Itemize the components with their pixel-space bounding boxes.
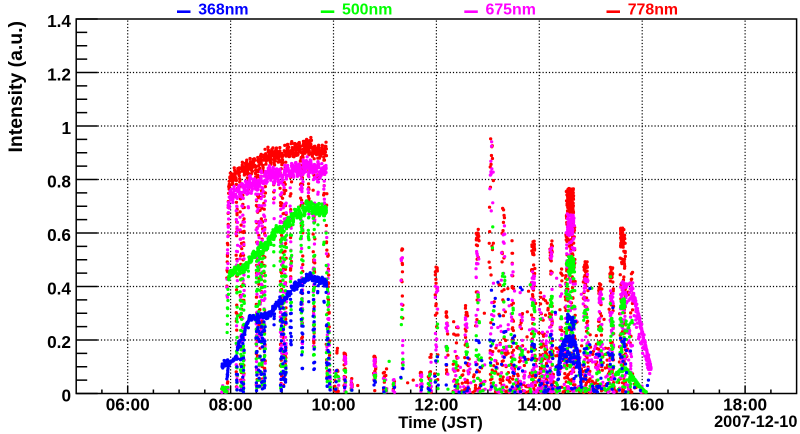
svg-text:0: 0: [61, 386, 71, 406]
svg-text:10:00: 10:00: [312, 395, 356, 415]
svg-text:18:00: 18:00: [723, 395, 767, 415]
svg-text:12:00: 12:00: [414, 395, 458, 415]
svg-text:500nm: 500nm: [342, 2, 392, 19]
svg-text:1.4: 1.4: [47, 11, 71, 31]
svg-text:0.2: 0.2: [47, 332, 71, 352]
svg-text:0.8: 0.8: [47, 172, 71, 192]
svg-text:1: 1: [61, 118, 71, 138]
svg-text:778nm: 778nm: [628, 2, 678, 19]
svg-text:08:00: 08:00: [209, 395, 253, 415]
svg-text:06:00: 06:00: [106, 395, 150, 415]
svg-text:2007-12-10: 2007-12-10: [714, 413, 797, 431]
svg-text:0.4: 0.4: [47, 279, 71, 299]
svg-text:0.6: 0.6: [47, 225, 71, 245]
svg-text:1.2: 1.2: [47, 65, 71, 85]
svg-text:Intensity (a.u.): Intensity (a.u.): [5, 21, 27, 152]
svg-text:14:00: 14:00: [517, 395, 561, 415]
svg-text:675nm: 675nm: [486, 2, 536, 19]
svg-text:Time (JST): Time (JST): [398, 413, 483, 432]
svg-text:16:00: 16:00: [620, 395, 664, 415]
svg-text:368nm: 368nm: [198, 2, 248, 19]
